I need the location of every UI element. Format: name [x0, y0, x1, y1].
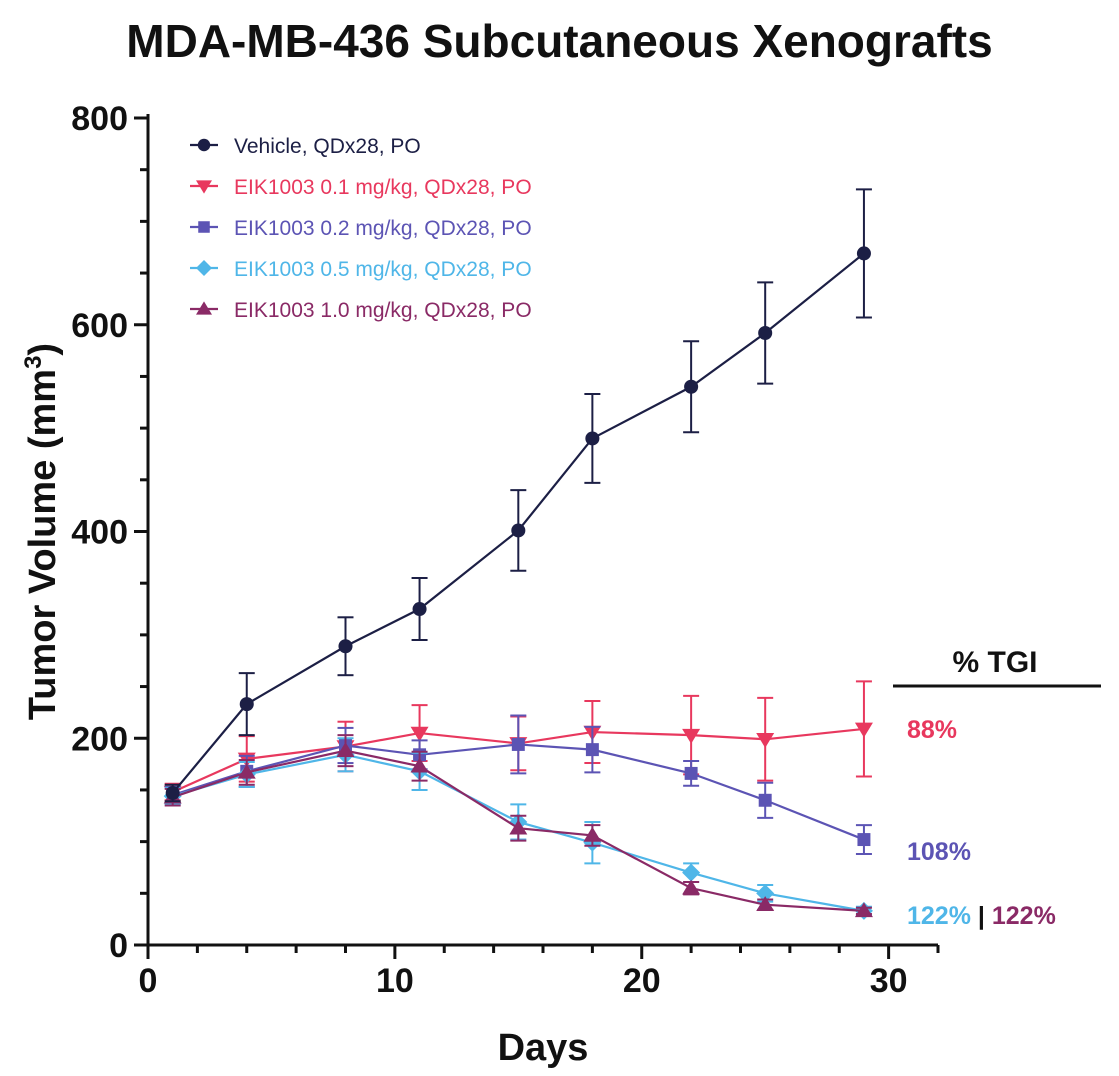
x-tick-label: 10: [376, 962, 414, 1000]
data-point: [585, 431, 600, 446]
series-4: [163, 734, 873, 918]
tgi-value: 88%: [907, 716, 957, 744]
data-point: [511, 523, 526, 538]
tgi-value-row: 122% | 122%: [907, 902, 1056, 930]
data-point: [684, 379, 699, 394]
data-point: [854, 902, 873, 918]
data-point: [410, 757, 429, 773]
x-tick-label: 30: [870, 962, 908, 1000]
legend-marker: [196, 301, 212, 315]
data-point: [756, 884, 775, 903]
y-tick-label: 0: [109, 927, 128, 965]
tgi-value: 108%: [907, 838, 971, 866]
y-tick-label: 400: [71, 514, 128, 552]
y-axis-title: Tumor Volume (mm3): [20, 343, 64, 720]
series-0: [164, 188, 872, 803]
tgi-value: 122%: [907, 902, 971, 930]
data-point: [412, 602, 427, 617]
legend-label: EIK1003 0.2 mg/kg, QDx28, PO: [234, 217, 532, 240]
data-point: [756, 732, 775, 748]
tgi-heading: % TGI: [952, 646, 1037, 679]
x-tick-label: 20: [623, 962, 661, 1000]
data-point: [511, 737, 525, 751]
y-tick-label: 600: [71, 307, 128, 345]
data-point: [239, 697, 254, 712]
y-tick-label: 800: [71, 100, 128, 138]
y-axis-title-text: Tumor Volume (mm: [22, 369, 64, 720]
tgi-separator: |: [971, 902, 985, 930]
data-point: [854, 722, 873, 738]
data-point: [336, 742, 355, 757]
y-axis-title-superscript: 3: [20, 356, 47, 369]
data-point: [684, 766, 698, 780]
legend-marker: [197, 138, 211, 152]
data-point: [509, 819, 528, 835]
data-point: [583, 826, 602, 842]
data-point: [857, 833, 871, 847]
legend-label: Vehicle, QDx28, PO: [234, 135, 421, 158]
data-point: [756, 896, 775, 911]
data-point: [237, 763, 256, 779]
data-point: [585, 743, 599, 757]
x-axis-title: Days: [498, 1027, 589, 1069]
legend-label: EIK1003 0.1 mg/kg, QDx28, PO: [234, 176, 532, 199]
data-point: [338, 639, 353, 654]
data-point: [758, 326, 773, 341]
data-point: [682, 863, 701, 882]
legend-marker: [198, 221, 210, 233]
data-point: [410, 726, 429, 742]
x-tick-label: 0: [139, 962, 158, 1000]
y-tick-label: 200: [71, 720, 128, 758]
legend-label: EIK1003 0.5 mg/kg, QDx28, PO: [234, 258, 532, 281]
legend: Vehicle, QDx28, PO EIK1003 0.1 mg/kg, QDx…: [190, 135, 532, 322]
data-point: [165, 786, 180, 801]
tgi-annotations: % TGI 88% 108% 122% | 122%: [893, 646, 1101, 930]
data-point: [682, 728, 701, 744]
data-point: [758, 793, 772, 807]
data-point: [856, 246, 871, 261]
y-axis-title-close: ): [22, 343, 64, 356]
tgi-value: 122%: [985, 902, 1056, 930]
data-point: [682, 879, 701, 895]
chart-title: MDA-MB-436 Subcutaneous Xenografts: [126, 15, 993, 67]
legend-label: EIK1003 1.0 mg/kg, QDx28, PO: [234, 299, 532, 322]
legend-marker: [196, 260, 212, 276]
legend-marker: [196, 180, 212, 194]
